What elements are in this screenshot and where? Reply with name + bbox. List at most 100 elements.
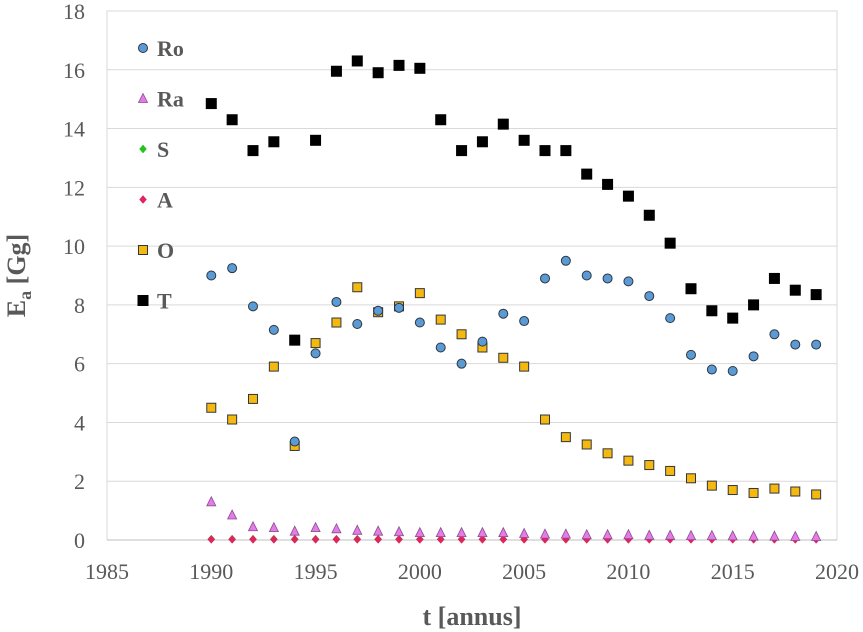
- data-point-o: [352, 282, 363, 293]
- y-axis-title-main: E: [2, 300, 31, 317]
- data-point-t: [268, 136, 280, 148]
- x-tick-label: 1985: [85, 559, 129, 584]
- data-point-ra: [560, 528, 572, 539]
- data-point-ro: [811, 339, 822, 350]
- plot-background: [106, 10, 838, 541]
- data-point-ro: [623, 276, 634, 287]
- data-point-o: [769, 483, 780, 494]
- data-point-t: [205, 98, 217, 110]
- data-point-ro: [727, 366, 738, 377]
- legend-marker-ra: [137, 92, 149, 103]
- data-point-a: [332, 535, 341, 544]
- data-point-a: [374, 535, 382, 544]
- y-tick-label: 12: [63, 175, 85, 200]
- data-point-t: [789, 284, 801, 296]
- series-t: [205, 55, 822, 346]
- legend-item-a: A: [139, 188, 173, 213]
- data-point-t: [351, 55, 363, 67]
- data-point-ro: [248, 301, 258, 312]
- data-point-ra: [539, 528, 551, 539]
- y-axis-title-subscript: a: [15, 291, 35, 300]
- data-points: [205, 55, 822, 544]
- legend: Ro Ra S AO T: [137, 36, 184, 314]
- data-point-o: [644, 460, 655, 471]
- data-point-ro: [748, 351, 759, 362]
- data-point-t: [560, 145, 572, 157]
- data-point-ro: [769, 329, 780, 340]
- data-point-o: [435, 314, 446, 325]
- data-point-ro: [414, 317, 425, 328]
- legend-item-s: S: [139, 137, 169, 162]
- data-point-a: [499, 535, 508, 544]
- legend-item-ro: Ro: [138, 36, 184, 61]
- data-point-t: [289, 334, 301, 346]
- data-point-a: [249, 535, 257, 544]
- legend-label: Ra: [157, 87, 184, 112]
- data-point-ra: [289, 525, 300, 536]
- data-point-t: [685, 283, 697, 295]
- x-tick-label: 2015: [711, 559, 755, 584]
- data-point-ra: [247, 520, 259, 532]
- y-axis-title-unit: [Gg]: [2, 234, 31, 291]
- legend-label: T: [157, 289, 172, 314]
- data-point-t: [602, 178, 614, 190]
- data-point-a: [416, 535, 424, 544]
- data-point-t: [497, 118, 509, 130]
- data-point-ro: [706, 364, 717, 375]
- data-point-ra: [268, 521, 280, 533]
- data-point-t: [622, 190, 634, 202]
- y-tick-label: 10: [63, 234, 85, 259]
- x-axis-ticks: 1985 1990 1995 2000 2005 2010 2015 2020: [85, 559, 859, 584]
- legend-label: Ro: [157, 36, 184, 61]
- data-point-ra: [226, 509, 238, 520]
- data-point-ra: [498, 526, 509, 538]
- data-point-o: [665, 465, 676, 476]
- data-point-ro: [310, 348, 321, 359]
- x-tick-label: 2020: [815, 559, 859, 584]
- data-point-ra: [602, 528, 613, 540]
- data-point-ro: [686, 349, 696, 360]
- data-point-t: [310, 134, 322, 146]
- x-tick-label: 1990: [189, 559, 233, 584]
- data-point-ro: [498, 308, 509, 319]
- data-point-ra: [393, 525, 405, 537]
- data-point-ra: [372, 525, 384, 536]
- data-point-ro: [790, 339, 801, 350]
- data-point-ra: [644, 529, 655, 540]
- data-point-o: [727, 485, 738, 496]
- series-ro: [206, 255, 822, 447]
- legend-marker-a: [139, 195, 147, 204]
- data-point-a: [395, 535, 403, 544]
- series-ra: [206, 495, 822, 541]
- data-point-a: [436, 535, 445, 544]
- data-point-t: [727, 312, 739, 324]
- data-point-o: [581, 439, 592, 450]
- data-point-o: [623, 455, 634, 466]
- data-point-ra: [310, 521, 321, 533]
- data-point-o: [686, 473, 696, 484]
- data-point-o: [748, 487, 759, 498]
- data-point-t: [810, 289, 822, 301]
- data-point-t: [643, 209, 655, 221]
- data-point-t: [435, 114, 447, 126]
- data-point-a: [353, 535, 362, 544]
- data-point-ra: [706, 529, 718, 540]
- data-point-o: [248, 393, 258, 404]
- data-point-o: [206, 402, 217, 413]
- data-point-a: [457, 535, 466, 544]
- data-point-t: [768, 272, 780, 284]
- data-point-ra: [748, 530, 759, 541]
- x-tick-label: 2010: [606, 559, 650, 584]
- data-point-ra: [581, 528, 592, 540]
- data-point-ra: [414, 526, 426, 538]
- y-axis-ticks: 0 2 4 6 8 10 12 14 16 18: [63, 0, 85, 553]
- data-point-ro: [394, 302, 404, 313]
- data-point-ro: [331, 296, 342, 307]
- y-tick-label: 8: [74, 293, 85, 318]
- legend-marker-s: [139, 144, 147, 154]
- data-point-ro: [435, 342, 446, 353]
- data-point-o: [790, 486, 801, 497]
- plot-area: [106, 10, 838, 544]
- data-point-ra: [727, 529, 738, 541]
